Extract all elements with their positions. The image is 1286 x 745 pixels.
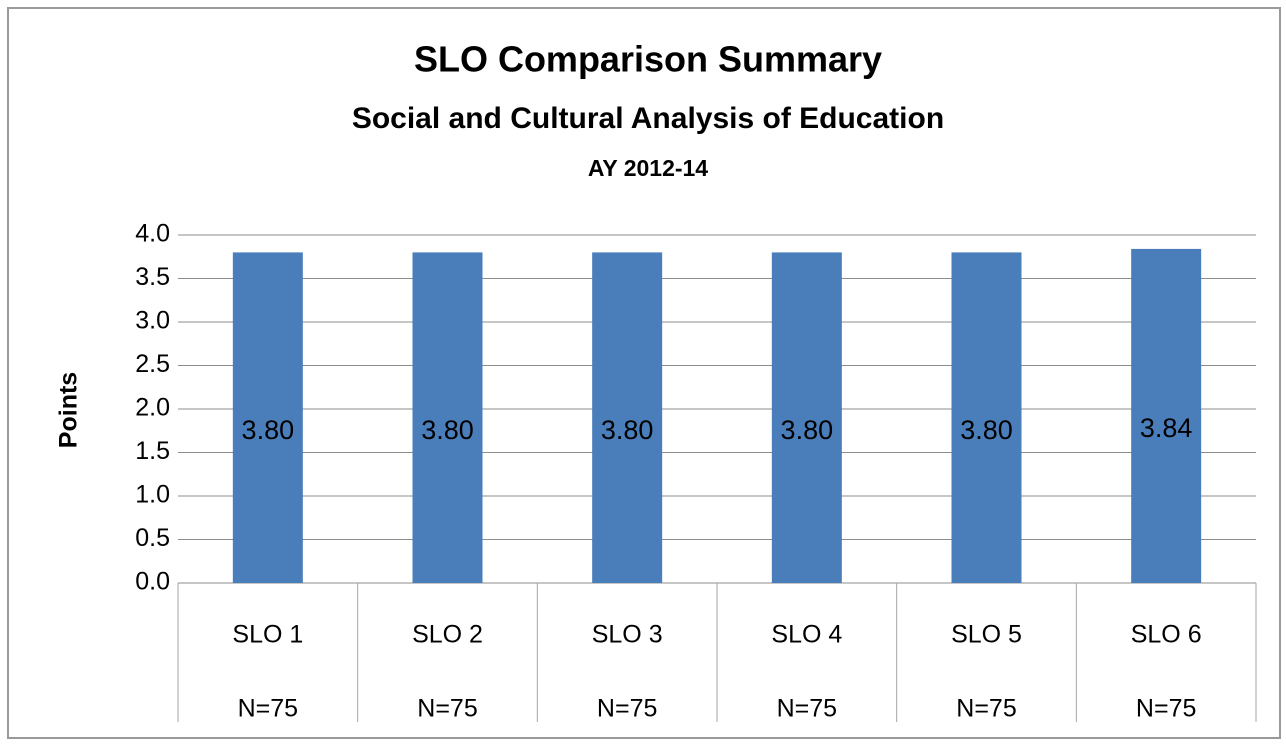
- data-label: 3.80: [242, 415, 295, 445]
- y-tick-label: 3.0: [135, 307, 170, 335]
- sample-size-label: N=75: [1136, 695, 1196, 723]
- sample-size-label: N=75: [597, 695, 657, 723]
- bar: [1131, 248, 1202, 584]
- y-tick-label: 1.0: [135, 481, 170, 509]
- x-tick-label: SLO 1: [232, 621, 303, 649]
- bar: [771, 252, 842, 583]
- data-label: 3.84: [1140, 413, 1193, 443]
- data-label: 3.80: [781, 415, 834, 445]
- y-tick-label: 3.5: [135, 263, 170, 291]
- x-tick-label: SLO 5: [951, 621, 1022, 649]
- y-tick-label: 2.5: [135, 350, 170, 378]
- chart-title: SLO Comparison Summary: [414, 39, 882, 80]
- data-label: 3.80: [960, 415, 1013, 445]
- y-axis-label: Points: [55, 372, 83, 448]
- sample-size-label: N=75: [777, 695, 837, 723]
- y-tick-label: 2.0: [135, 394, 170, 422]
- bar: [412, 252, 483, 583]
- sample-size-label: N=75: [417, 695, 477, 723]
- y-tick-label: 0.0: [135, 568, 170, 596]
- x-tick-label: SLO 2: [412, 621, 483, 649]
- x-tick-label: SLO 3: [592, 621, 663, 649]
- bar: [951, 252, 1022, 583]
- data-label: 3.80: [601, 415, 654, 445]
- chart-subtitle: Social and Cultural Analysis of Educatio…: [352, 102, 944, 135]
- x-tick-label: SLO 4: [771, 621, 842, 649]
- y-tick-label: 4.0: [135, 220, 170, 248]
- sample-size-label: N=75: [956, 695, 1016, 723]
- data-label: 3.80: [421, 415, 474, 445]
- bar: [232, 252, 303, 583]
- chart-period: AY 2012-14: [588, 155, 708, 181]
- x-tick-label: SLO 6: [1131, 621, 1202, 649]
- y-tick-label: 1.5: [135, 437, 170, 465]
- bar: [592, 252, 663, 583]
- y-tick-label: 0.5: [135, 524, 170, 552]
- sample-size-label: N=75: [238, 695, 298, 723]
